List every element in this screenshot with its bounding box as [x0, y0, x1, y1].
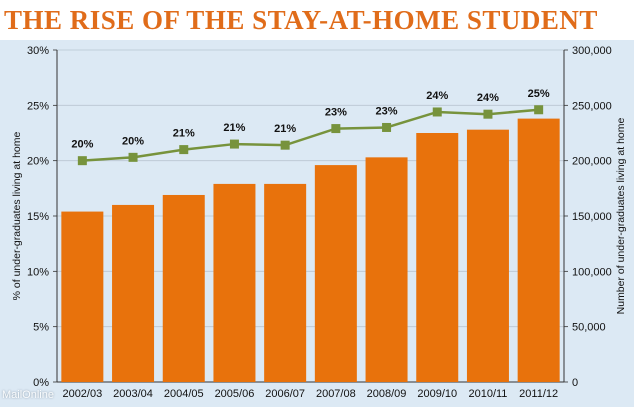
line-point	[77, 156, 87, 166]
bar	[314, 165, 357, 382]
data-label: 20%	[122, 135, 144, 147]
bar	[466, 129, 509, 382]
right-tick-label: 200,000	[572, 156, 612, 168]
left-tick-label: 25%	[27, 100, 49, 112]
bar	[365, 157, 408, 382]
x-tick-label: 2002/03	[62, 388, 102, 400]
left-tick-label: 30%	[27, 45, 49, 57]
left-tick-label: 10%	[27, 266, 49, 278]
x-tick-label: 2004/05	[164, 388, 204, 400]
data-label: 20%	[71, 139, 93, 151]
right-axis-title: Number of under-graduates living at home	[615, 118, 627, 315]
x-tick-label: 2009/10	[417, 388, 457, 400]
line-point	[179, 145, 189, 155]
x-tick-label: 2007/08	[316, 388, 356, 400]
left-tick-label: 15%	[27, 211, 49, 223]
x-tick-label: 2003/04	[113, 388, 153, 400]
line-point	[331, 124, 341, 134]
bar	[112, 204, 155, 382]
bar	[264, 183, 307, 382]
data-label: 23%	[376, 105, 398, 117]
bar	[61, 211, 104, 382]
line-point	[128, 152, 138, 162]
line-point	[432, 107, 442, 117]
line-point	[382, 122, 392, 132]
data-label: 21%	[274, 123, 296, 135]
bar	[517, 118, 560, 382]
bar	[416, 133, 459, 382]
right-tick-label: 150,000	[572, 211, 612, 223]
left-axis-title: % of under-graduates living at home	[11, 132, 23, 301]
chart-title: THE RISE OF THE STAY-AT-HOME STUDENT	[4, 5, 598, 35]
data-label: 21%	[223, 122, 245, 134]
percentage-line	[82, 108, 539, 162]
left-tick-label: 5%	[33, 322, 49, 334]
data-label: 21%	[173, 128, 195, 140]
x-tick-label: 2010/11	[468, 388, 507, 400]
x-tick-label: 2005/06	[215, 388, 255, 400]
right-tick-label: 300,000	[572, 45, 612, 57]
right-tick-label: 0	[572, 377, 578, 389]
left-tick-label: 0%	[33, 377, 49, 389]
line-point	[483, 109, 493, 119]
bar	[213, 183, 256, 382]
data-label: 24%	[477, 92, 499, 104]
right-tick-label: 50,000	[572, 322, 606, 334]
line-point	[534, 105, 544, 115]
x-tick-label: 2011/12	[519, 388, 558, 400]
x-tick-label: 2008/09	[367, 388, 407, 400]
watermark: MailOnline	[2, 389, 54, 401]
bar	[162, 194, 205, 382]
x-tick-label: 2006/07	[265, 388, 305, 400]
data-label: 24%	[426, 90, 448, 102]
right-tick-label: 100,000	[572, 266, 612, 278]
data-label: 25%	[528, 88, 550, 100]
right-tick-label: 250,000	[572, 100, 612, 112]
data-label: 23%	[325, 107, 347, 119]
left-tick-label: 20%	[27, 156, 49, 168]
line-point	[229, 139, 239, 149]
line-point	[280, 140, 290, 150]
